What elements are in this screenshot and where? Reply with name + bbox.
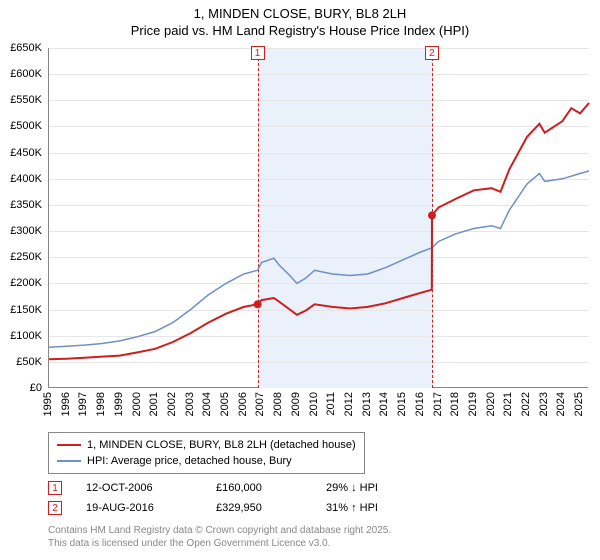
x-tick-label: 2001 (148, 392, 160, 416)
x-tick-label: 2021 (502, 392, 514, 416)
x-tick-label: 2015 (396, 392, 408, 416)
x-tick-label: 2009 (290, 392, 302, 416)
x-tick-label: 2017 (432, 392, 444, 416)
legend-swatch (57, 444, 81, 446)
x-tick-label: 1998 (95, 392, 107, 416)
x-tick-label: 2002 (166, 392, 178, 416)
x-tick-label: 2020 (485, 392, 497, 416)
x-tick-label: 2006 (237, 392, 249, 416)
x-tick-label: 2008 (272, 392, 284, 416)
y-tick-label: £550K (0, 94, 42, 106)
event-row: 2 19-AUG-2016 £329,950 31% ↑ HPI (48, 498, 446, 518)
legend-label: HPI: Average price, detached house, Bury (87, 455, 292, 467)
y-tick-label: £650K (0, 42, 42, 54)
x-tick-label: 2004 (201, 392, 213, 416)
y-tick-label: £0 (0, 382, 42, 394)
chart-area: 12 £0£50K£100K£150K£200K£250K£300K£350K£… (48, 48, 588, 388)
plot-area: 12 (48, 48, 588, 388)
y-tick-label: £200K (0, 277, 42, 289)
y-tick-label: £600K (0, 68, 42, 80)
y-tick-label: £350K (0, 199, 42, 211)
x-tick-label: 2018 (449, 392, 461, 416)
y-tick-label: £400K (0, 173, 42, 185)
event-date: 19-AUG-2016 (86, 502, 216, 514)
y-tick-label: £100K (0, 330, 42, 342)
legend-swatch (57, 460, 81, 462)
sale-marker-icon (428, 211, 436, 219)
x-tick-label: 2010 (308, 392, 320, 416)
legend-item: 1, MINDEN CLOSE, BURY, BL8 2LH (detached… (57, 437, 356, 453)
y-tick-label: £50K (0, 356, 42, 368)
y-tick-label: £500K (0, 120, 42, 132)
attribution-line: This data is licensed under the Open Gov… (48, 537, 391, 550)
series-hpi (49, 171, 589, 347)
event-marker-box: 1 (251, 46, 265, 60)
x-tick-label: 2024 (555, 392, 567, 416)
x-tick-label: 2012 (343, 392, 355, 416)
y-tick-label: £150K (0, 304, 42, 316)
event-marker-icon: 1 (48, 481, 62, 495)
title-block: 1, MINDEN CLOSE, BURY, BL8 2LH Price pai… (0, 0, 600, 38)
x-tick-label: 2014 (378, 392, 390, 416)
x-tick-label: 2016 (414, 392, 426, 416)
x-tick-label: 1996 (60, 392, 72, 416)
y-tick-label: £250K (0, 251, 42, 263)
x-tick-label: 1999 (113, 392, 125, 416)
event-delta: 31% ↑ HPI (326, 502, 446, 514)
x-tick-label: 2013 (361, 392, 373, 416)
title-address: 1, MINDEN CLOSE, BURY, BL8 2LH (0, 6, 600, 21)
legend-item: HPI: Average price, detached house, Bury (57, 453, 356, 469)
title-subtitle: Price paid vs. HM Land Registry's House … (0, 23, 600, 38)
x-tick-label: 2025 (573, 392, 585, 416)
x-tick-label: 2005 (219, 392, 231, 416)
event-delta: 29% ↓ HPI (326, 482, 446, 494)
event-row: 1 12-OCT-2006 £160,000 29% ↓ HPI (48, 478, 446, 498)
event-marker-icon: 2 (48, 501, 62, 515)
legend: 1, MINDEN CLOSE, BURY, BL8 2LH (detached… (48, 432, 365, 474)
legend-label: 1, MINDEN CLOSE, BURY, BL8 2LH (detached… (87, 439, 356, 451)
y-tick-label: £300K (0, 225, 42, 237)
event-price: £329,950 (216, 502, 326, 514)
x-tick-label: 2019 (467, 392, 479, 416)
x-tick-label: 2003 (184, 392, 196, 416)
x-tick-label: 2022 (520, 392, 532, 416)
x-tick-label: 1995 (42, 392, 54, 416)
y-tick-label: £450K (0, 147, 42, 159)
event-date: 12-OCT-2006 (86, 482, 216, 494)
events-table: 1 12-OCT-2006 £160,000 29% ↓ HPI 2 19-AU… (48, 478, 446, 518)
attribution-line: Contains HM Land Registry data © Crown c… (48, 524, 391, 537)
x-tick-label: 2023 (538, 392, 550, 416)
x-tick-label: 2007 (254, 392, 266, 416)
x-tick-label: 1997 (77, 392, 89, 416)
x-tick-label: 2011 (325, 392, 337, 416)
series-svg (49, 48, 589, 388)
series-price (49, 103, 589, 359)
x-tick-label: 2000 (131, 392, 143, 416)
chart-container: 1, MINDEN CLOSE, BURY, BL8 2LH Price pai… (0, 0, 600, 560)
attribution: Contains HM Land Registry data © Crown c… (48, 524, 391, 550)
event-price: £160,000 (216, 482, 326, 494)
event-marker-box: 2 (425, 46, 439, 60)
sale-marker-icon (254, 300, 262, 308)
